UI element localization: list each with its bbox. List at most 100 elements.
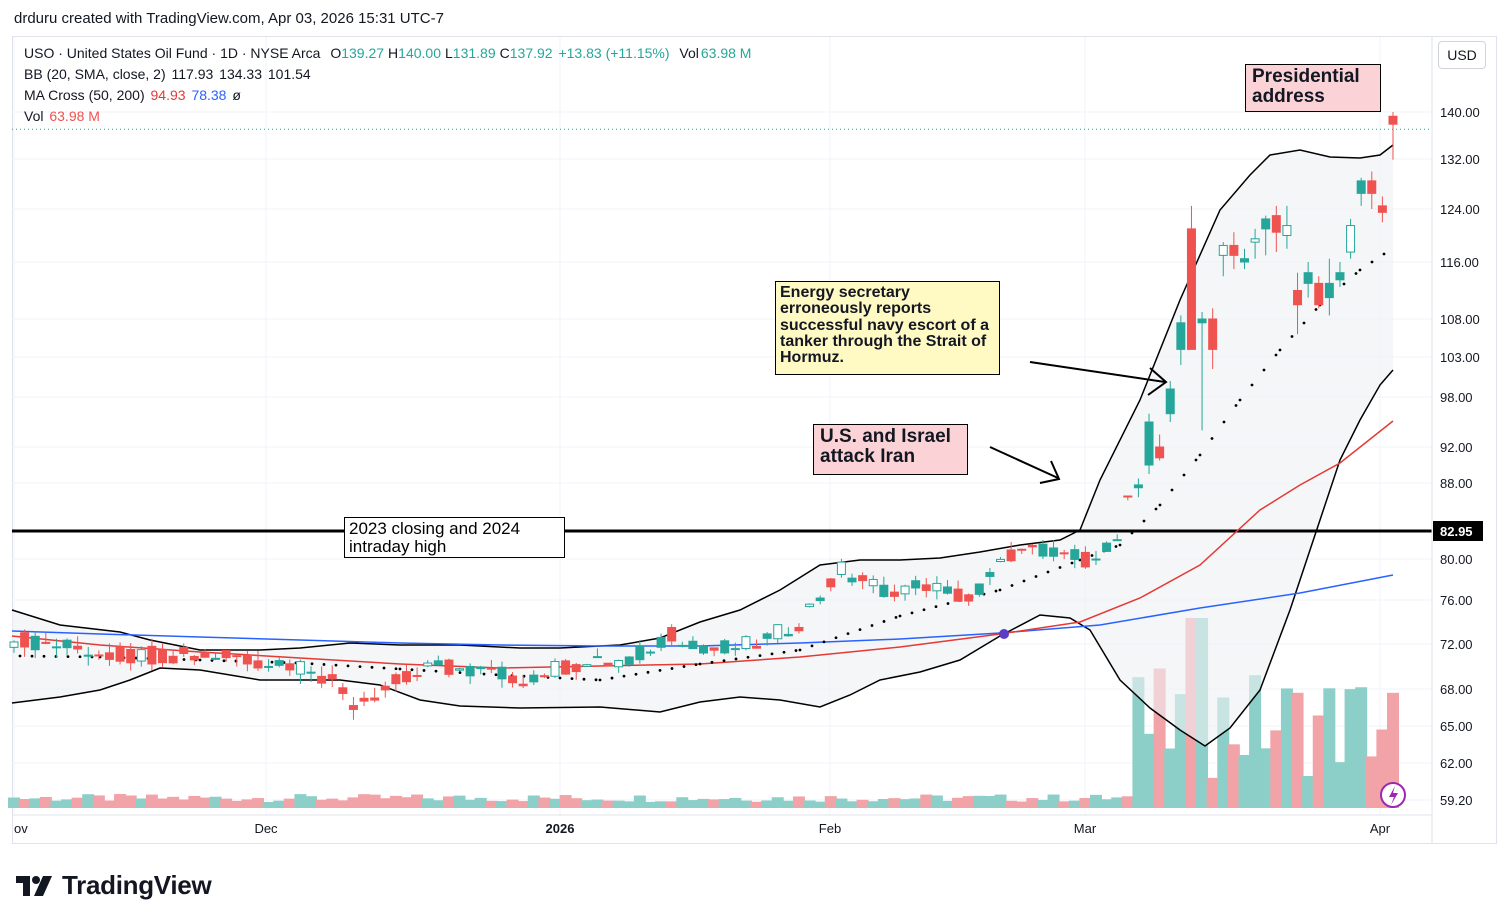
bollinger-basis-dot [494, 673, 498, 677]
bollinger-basis-dot [994, 589, 998, 593]
bollinger-basis-dot [270, 660, 274, 664]
candle-body [51, 646, 61, 649]
candle-body [561, 660, 571, 675]
volume-bar [177, 799, 190, 808]
volume-bar [71, 797, 84, 808]
volume-bar [517, 801, 530, 808]
annotation-presidential: Presidential address [1245, 64, 1381, 112]
bollinger-basis-dot [594, 678, 598, 682]
volume-bar [877, 798, 890, 808]
candle-body [1186, 228, 1196, 350]
ma-cross-value: ø [232, 87, 241, 103]
volume-bar [103, 800, 116, 808]
candle-body [571, 664, 581, 673]
candle-body [1250, 238, 1260, 243]
candle-body [805, 603, 815, 608]
candle-body [465, 665, 475, 677]
volume-bar [1058, 801, 1071, 808]
time-tick-label: Mar [1074, 821, 1097, 836]
volume-bar [633, 795, 646, 808]
bollinger-basis-dot [910, 611, 914, 615]
candle-body [486, 667, 496, 670]
volume-bar [909, 798, 922, 808]
volume-bar [1143, 733, 1156, 808]
volume-bar [1132, 677, 1145, 808]
ohlc-values: O139.27 H140.00 L131.89 C137.92 [324, 45, 552, 61]
volume-bar [1312, 715, 1325, 808]
volume-bar [421, 798, 434, 808]
bollinger-basis-dot [310, 662, 314, 666]
candle-body [317, 675, 327, 684]
volume-bar [718, 799, 731, 808]
bollinger-basis-dot [694, 663, 698, 667]
legend-bb-row: BB (20, SMA, close, 2) 117.93 134.33 101… [24, 66, 311, 82]
candle-body [401, 671, 411, 683]
bollinger-basis-dot [222, 659, 226, 663]
price-tick-label: 62.00 [1440, 756, 1473, 771]
candle-body [1218, 244, 1228, 256]
tradingview-logo[interactable]: TradingView [16, 870, 212, 901]
price-tick-label: 72.00 [1440, 637, 1473, 652]
time-tick-label: Dec [254, 821, 278, 836]
volume-bar [92, 795, 105, 808]
candle-body [370, 697, 380, 701]
volume-bar [580, 800, 593, 808]
candle-body [730, 648, 740, 651]
bollinger-basis-dot [998, 588, 1002, 592]
volume-bar [464, 799, 477, 808]
volume-bar [983, 795, 996, 808]
volume-bar [1387, 692, 1399, 808]
candle-body [741, 636, 751, 649]
candle-body [1335, 272, 1345, 281]
volume-bar [1249, 675, 1262, 808]
volume-bar [708, 799, 721, 808]
bollinger-basis-dot [1342, 282, 1346, 286]
candle-body [1388, 115, 1398, 125]
bollinger-basis-dot [558, 676, 562, 680]
symbol-name: USO · United States Oil Fund · 1D · NYSE… [24, 45, 321, 61]
volume-bar [315, 799, 328, 808]
bollinger-basis-dot [18, 654, 22, 658]
candle-body [41, 641, 51, 644]
ohlc-value-l: 131.89 [452, 45, 496, 61]
bollinger-basis-dot [1198, 453, 1202, 457]
price-tick-label: 80.00 [1440, 552, 1473, 567]
ma200-value: 78.38 [191, 87, 227, 103]
candle-body [518, 683, 528, 687]
bollinger-lower-line [11, 369, 1394, 747]
volume-bar [612, 800, 625, 808]
bollinger-basis-dot [858, 628, 862, 631]
volume-bar [824, 796, 837, 808]
bollinger-basis-dot [42, 654, 46, 658]
bollinger-basis-dot [798, 648, 802, 652]
volume-bar [952, 797, 965, 808]
bollinger-basis-dot [1010, 584, 1014, 587]
bollinger-basis-dot [746, 655, 750, 659]
bollinger-basis-dot [1290, 335, 1294, 338]
candle-body [189, 655, 199, 661]
currency-button[interactable]: USD [1438, 41, 1486, 69]
candle-body [412, 674, 422, 677]
candle-body [391, 674, 401, 685]
volume-bar [1333, 762, 1346, 808]
bollinger-basis-dot [1058, 566, 1062, 569]
candle-body [900, 585, 910, 595]
candle-body [242, 654, 252, 665]
annotation-energy-secretary: Energy secretary erroneously reports suc… [775, 281, 1000, 375]
price-tick-label: 124.00 [1440, 202, 1480, 217]
volume-bar [739, 800, 752, 808]
volume-bar [1036, 799, 1049, 808]
volume-bar [570, 798, 583, 808]
volume-bar [124, 795, 137, 808]
candle-body [1102, 542, 1112, 552]
volume-bar [18, 799, 31, 808]
time-tick-label: Apr [1370, 821, 1391, 836]
candle-body [1356, 180, 1366, 194]
candle-body [62, 639, 72, 649]
volume-bar [771, 797, 784, 808]
bollinger-basis-dot [770, 652, 774, 656]
bollinger-basis-dot [782, 650, 786, 654]
ohlc-key-o: O [330, 45, 342, 61]
volume-bar [930, 795, 943, 808]
